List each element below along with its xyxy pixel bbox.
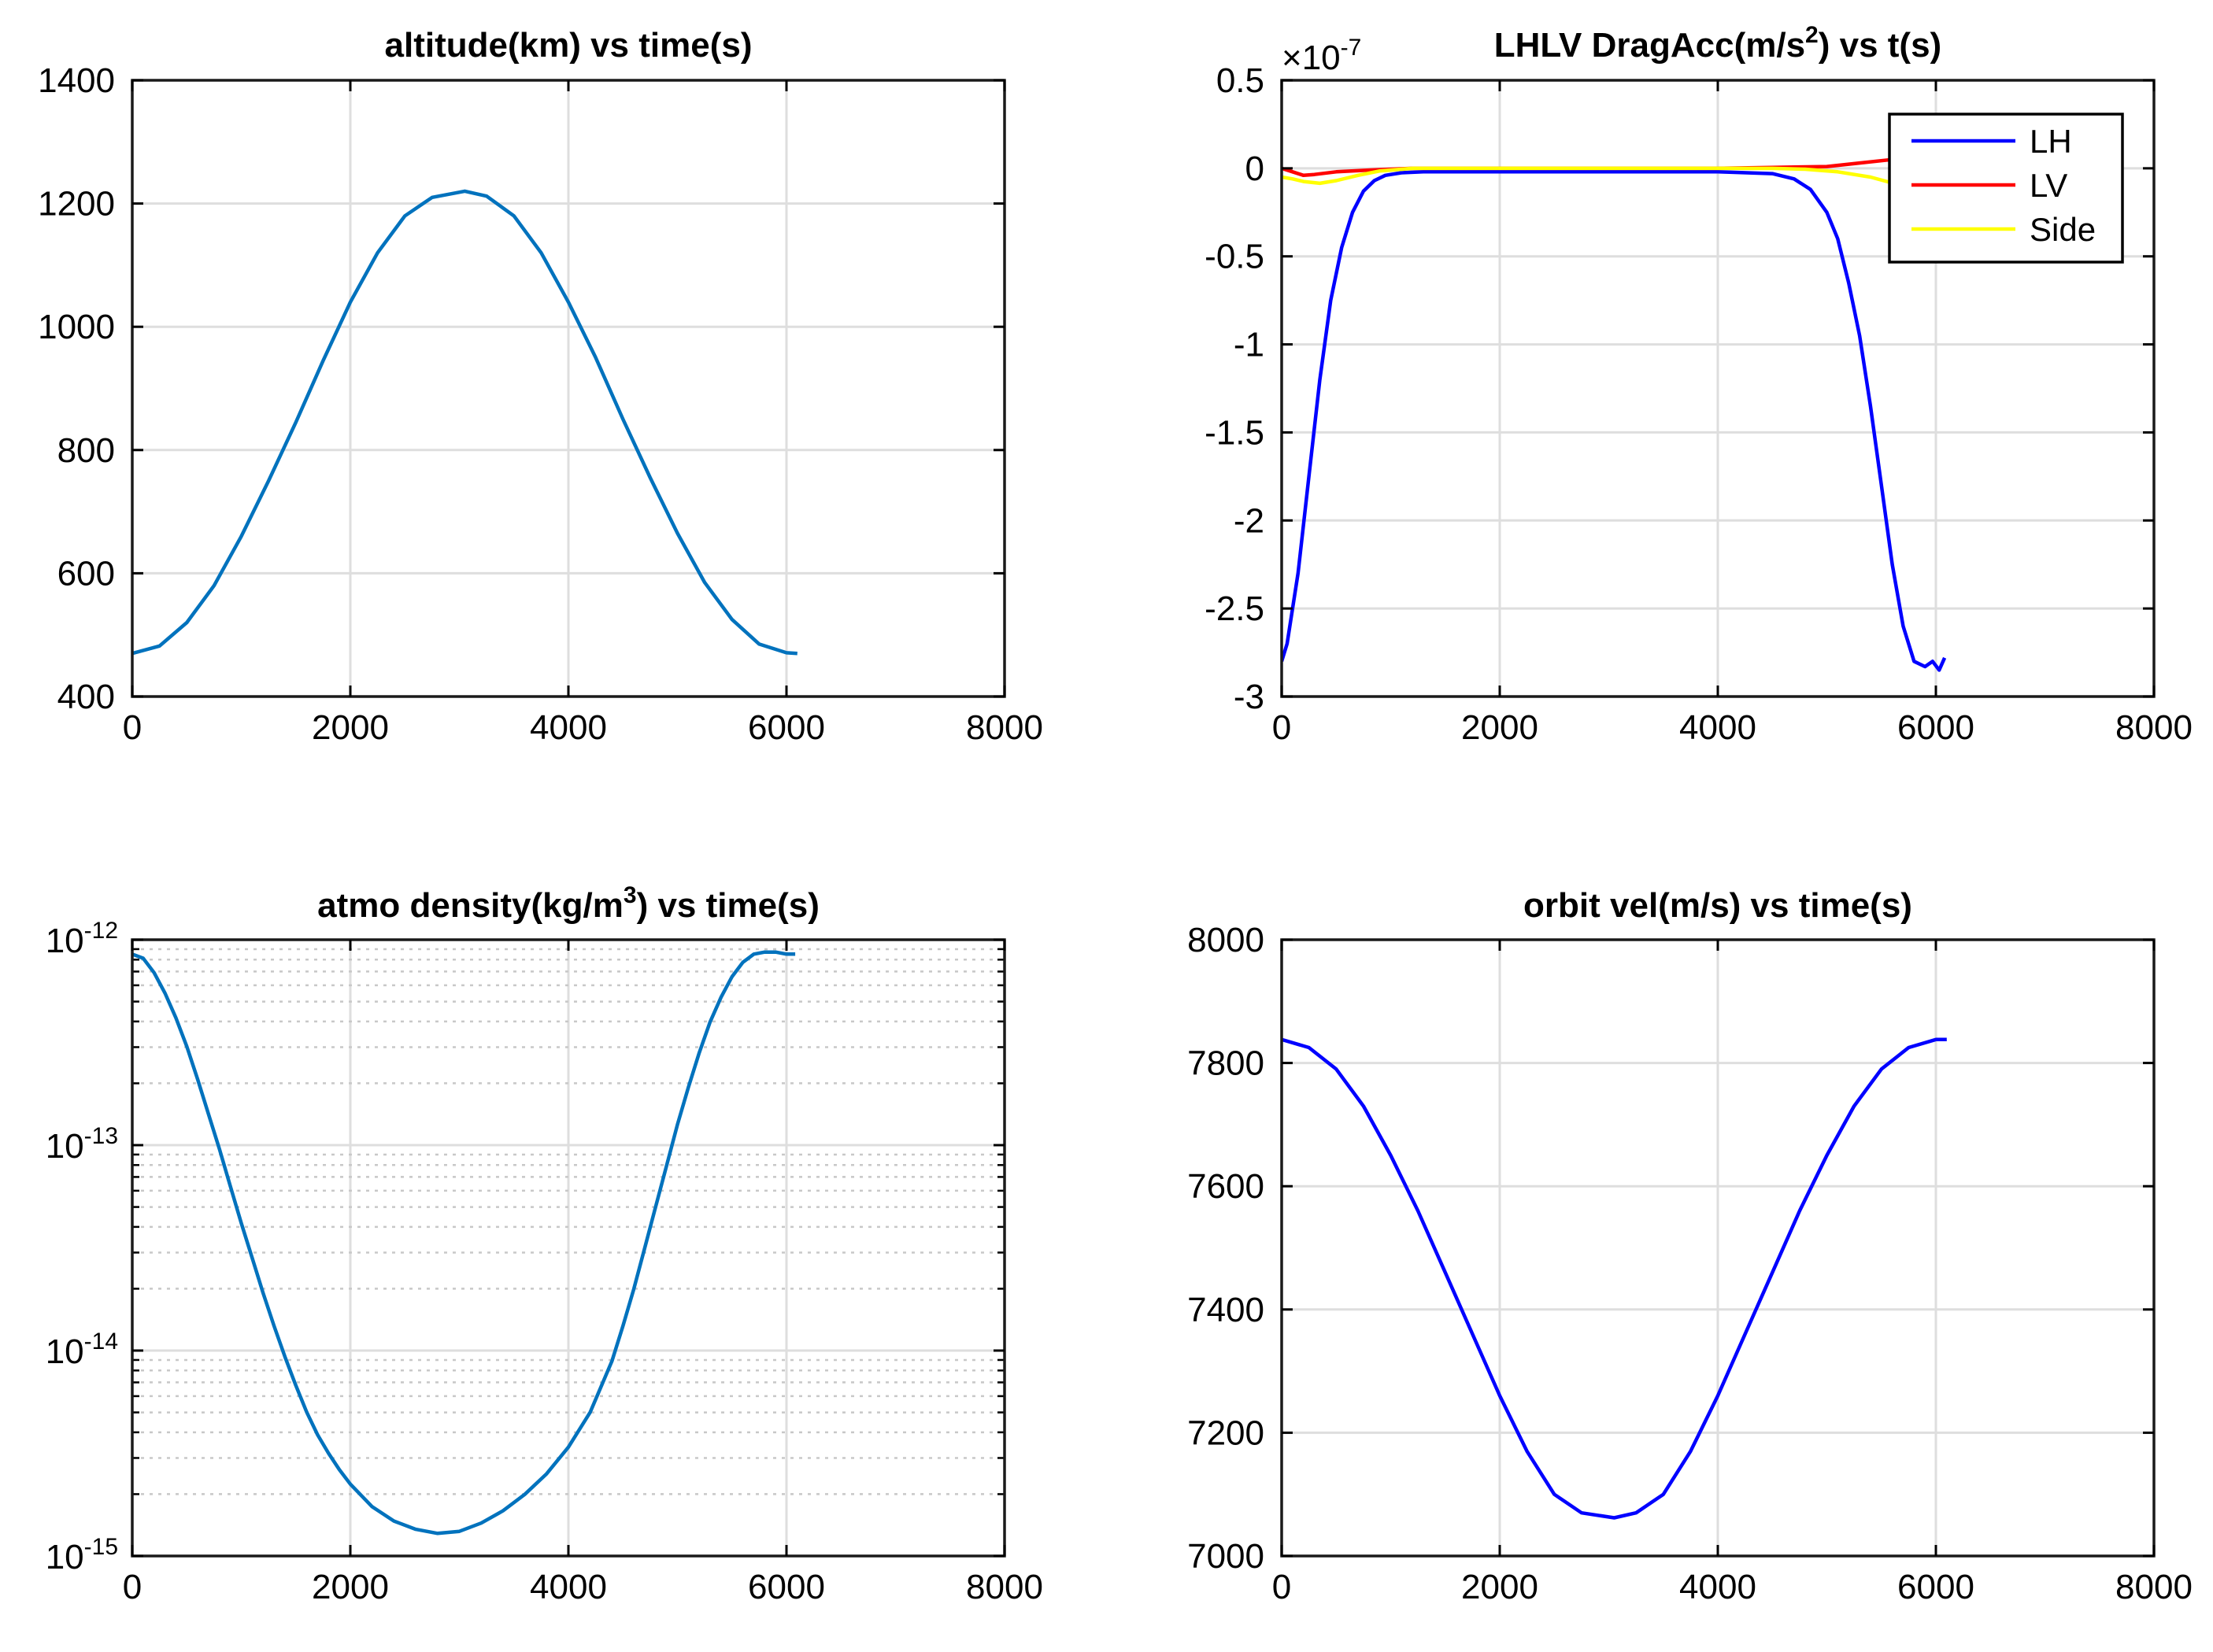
title-main: LHLV DragAcc(m/s	[1494, 26, 1805, 65]
series-group	[132, 189, 797, 656]
title-tail: ) vs t(s)	[1819, 26, 1941, 65]
y-tick-label: 8000	[1187, 921, 1264, 959]
chart-title: orbit vel(m/s) vs time(s)	[1523, 886, 1912, 925]
y-tick-label: 10-15	[46, 1534, 118, 1576]
x-tick-label: 0	[123, 708, 142, 747]
y-tick-label: 7800	[1187, 1044, 1264, 1083]
y-tick-label: 1200	[38, 185, 115, 224]
exponent-base: ×10	[1282, 39, 1341, 77]
series-line-side	[1282, 166, 1945, 194]
y-tick-label: -3	[1234, 678, 1264, 716]
y-tick-label: 7000	[1187, 1537, 1264, 1576]
y-tick-label: -0.5	[1205, 238, 1264, 276]
x-tick-label: 0	[1272, 1568, 1291, 1606]
x-tick-label: 6000	[1897, 1568, 1974, 1606]
chart-title: atmo density(kg/m3) vs time(s)	[317, 882, 820, 925]
altitude-chart: altitude(km) vs time(s) 0 2000 4000 6000 800…	[38, 26, 1043, 747]
title-superscript: 2	[1805, 22, 1819, 48]
y-tick-label: 1000	[38, 308, 115, 346]
series-line-lh	[1282, 170, 1947, 672]
drag-acceleration-chart: LHLV DragAcc(m/s2) vs t(s) ×10-7 0 2000 40…	[1205, 22, 2193, 747]
chart-title: altitude(km) vs time(s)	[385, 26, 753, 65]
y-tick-label: 10-12	[46, 918, 118, 960]
series-line-density	[132, 950, 796, 1536]
x-tick-label: 8000	[966, 1568, 1043, 1606]
tick-base: 10	[46, 1538, 84, 1576]
x-tick-label: 6000	[748, 1568, 825, 1606]
tick-exponent: -15	[84, 1534, 118, 1560]
tick-base: 10	[46, 1332, 84, 1371]
y-tick-label: 0.5	[1216, 61, 1264, 100]
y-tick-label: 0	[1245, 150, 1264, 188]
x-tick-label: 0	[123, 1568, 142, 1606]
tick-exponent: -12	[84, 918, 118, 944]
legend: LH LV Side	[1888, 113, 2124, 264]
y-tick-label: 10-14	[46, 1329, 118, 1371]
x-tick-label: 6000	[748, 708, 825, 747]
series-line-altitude	[132, 189, 797, 656]
x-tick-label: 4000	[1679, 708, 1756, 747]
x-tick-label: 8000	[2115, 708, 2193, 747]
exponent-power: -7	[1341, 35, 1362, 61]
series-group	[132, 950, 796, 1536]
legend-label: LH	[2030, 123, 2072, 160]
y-tick-label: 7400	[1187, 1291, 1264, 1329]
y-tick-label: 1400	[38, 61, 115, 100]
x-tick-label: 2000	[1461, 708, 1538, 747]
orbit-velocity-chart: orbit vel(m/s) vs time(s) 0 2000 4000 6000 8…	[1187, 886, 2193, 1606]
x-tick-label: 4000	[530, 708, 607, 747]
x-tick-label: 8000	[966, 708, 1043, 747]
y-tick-label: -1.5	[1205, 413, 1264, 452]
title-superscript: 3	[624, 882, 637, 908]
chart-title: LHLV DragAcc(m/s2) vs t(s)	[1494, 22, 1941, 65]
y-tick-label: 7200	[1187, 1414, 1264, 1452]
x-tick-label: 0	[1272, 708, 1291, 747]
y-tick-label: 800	[57, 431, 115, 470]
y-tick-label: 400	[57, 678, 115, 716]
x-tick-label: 4000	[530, 1568, 607, 1606]
axis-exponent: ×10-7	[1282, 35, 1361, 77]
atmo-density-chart: atmo density(kg/m3) vs time(s) 0 2000 4000…	[46, 882, 1043, 1606]
x-tick-label: 4000	[1679, 1568, 1756, 1606]
x-tick-label: 2000	[312, 1568, 389, 1606]
title-main: atmo density(kg/m	[317, 886, 624, 925]
title-tail: ) vs time(s)	[637, 886, 820, 925]
series-line-velocity	[1282, 1037, 1947, 1520]
x-tick-label: 2000	[312, 708, 389, 747]
y-tick-label: -2.5	[1205, 589, 1264, 628]
x-tick-label: 8000	[2115, 1568, 2193, 1606]
series-group	[1282, 1037, 1947, 1520]
y-tick-label: 600	[57, 554, 115, 593]
y-tick-label: 10-13	[46, 1123, 118, 1166]
tick-base: 10	[46, 922, 84, 960]
tick-exponent: -13	[84, 1123, 118, 1149]
y-tick-label: 7600	[1187, 1167, 1264, 1206]
x-tick-label: 2000	[1461, 1568, 1538, 1606]
y-tick-label: -2	[1234, 501, 1264, 540]
x-tick-label: 6000	[1897, 708, 1974, 747]
tick-exponent: -14	[84, 1329, 118, 1354]
y-tick-label: -1	[1234, 326, 1264, 364]
tick-base: 10	[46, 1127, 84, 1166]
legend-label: Side	[2030, 211, 2096, 248]
legend-box	[1888, 113, 2124, 264]
legend-label: LV	[2030, 167, 2067, 204]
